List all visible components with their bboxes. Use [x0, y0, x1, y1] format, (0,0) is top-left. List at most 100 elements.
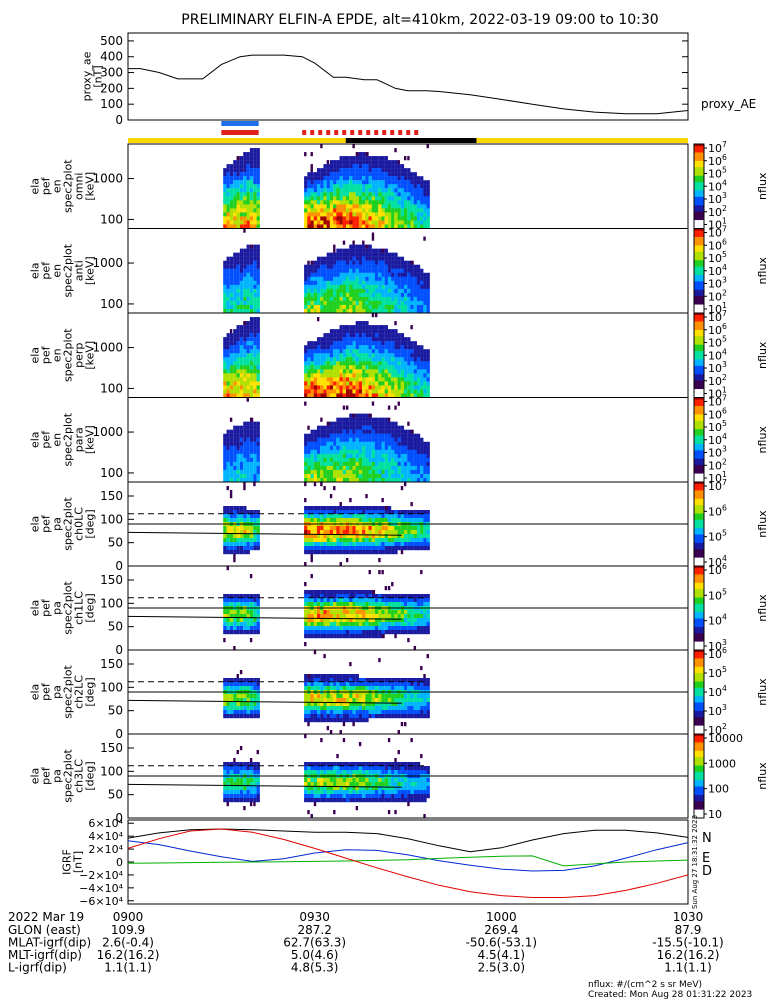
spectrogram-cell [326, 204, 330, 209]
spectrogram-cell [249, 148, 254, 153]
spectrogram-cell [391, 357, 395, 362]
spectrogram-cell [384, 453, 388, 459]
spectrogram-cell [246, 614, 250, 619]
spectrogram-cell [397, 465, 401, 471]
spectrogram-cell [374, 618, 379, 623]
spectrogram-cell [243, 200, 247, 205]
spectrogram-cell [407, 220, 411, 225]
colorbar-segment [694, 319, 704, 323]
spectrogram-cell [403, 288, 408, 294]
y-axis-label-line: proxy_ae [81, 51, 94, 101]
spectrogram-cell [426, 365, 430, 370]
spectrogram-cell [384, 377, 388, 382]
spectrogram-cell [384, 284, 388, 290]
spectrogram-cell [407, 542, 411, 547]
spectrogram-cell [320, 465, 324, 471]
spectrogram-cell [407, 626, 411, 631]
spectrogram-cell [256, 698, 260, 703]
spectrogram-cell [378, 369, 382, 374]
spectrogram-cell [316, 602, 321, 607]
spectrogram-cell [423, 457, 427, 463]
spectrogram-cell [233, 506, 237, 511]
spectrogram-cell [362, 280, 366, 286]
colorbar-segment [694, 266, 704, 270]
spectrogram-cell [256, 317, 260, 322]
spectrogram-cell [256, 614, 260, 619]
spectrogram-cell [391, 353, 395, 358]
spectrogram-cell [345, 164, 350, 169]
spectrogram-cell [349, 445, 353, 450]
spectrogram-cell [256, 449, 260, 455]
spectrogram-cell [358, 473, 363, 479]
spectrogram-cell [320, 482, 323, 487]
spectrogram-cell [223, 437, 227, 442]
spectrogram-cell [307, 260, 310, 265]
spectrogram-cell [336, 308, 340, 314]
spectrogram-cell [307, 377, 311, 382]
spectrogram-cell [342, 300, 347, 306]
spectrogram-cell [304, 288, 308, 294]
spectrogram-cell [394, 252, 398, 257]
spectrogram-cell [387, 433, 392, 438]
spectrogram-cell [243, 425, 247, 430]
spectrogram-cell [378, 465, 382, 471]
spectrogram-cell [381, 341, 385, 346]
colorbar-segment [694, 363, 704, 367]
spectrogram-cell [236, 365, 240, 370]
spectrogram-cell [358, 264, 363, 269]
spectrogram-cell [416, 598, 421, 603]
spectrogram-cell [246, 272, 250, 277]
spectrogram-cell [378, 477, 382, 483]
spectrogram-cell [320, 256, 324, 261]
colorbar-segment [694, 568, 704, 571]
spectrogram-cell [371, 164, 376, 169]
spectrogram-cell [374, 369, 379, 374]
spectrogram-cell [333, 473, 337, 479]
spectrogram-cell [323, 349, 327, 354]
spectrogram-cell [233, 385, 237, 390]
spectrogram-cell [378, 461, 382, 467]
spectrogram-cell [249, 268, 254, 273]
spectrogram-cell [345, 538, 350, 543]
spectrogram-cell [371, 433, 376, 438]
spectrogram-cell [336, 381, 340, 386]
spectrogram-cell [355, 385, 359, 390]
spectrogram-cell [320, 204, 324, 209]
spectrogram-cell [249, 706, 254, 711]
spectrogram-cell [246, 618, 250, 623]
spectrogram-cell [233, 630, 237, 635]
spectrogram-cell [223, 212, 227, 217]
spectrogram-cell [336, 288, 340, 294]
spectrogram-cell [249, 204, 254, 209]
spectrogram-cell [256, 714, 260, 719]
colorbar-segment [694, 152, 704, 156]
spectrogram-cell [345, 518, 350, 523]
spectrogram-cell [391, 292, 395, 298]
spectrogram-cell [358, 152, 363, 157]
spectrogram-cell [320, 192, 324, 197]
spectrogram-cell [378, 381, 382, 386]
spectrogram-cell [416, 389, 421, 394]
spectrogram-cell [307, 220, 311, 225]
spectrogram-cell [381, 300, 385, 306]
spectrogram-cell [403, 510, 408, 515]
spectrogram-cell [333, 622, 337, 627]
spectrogram-cell [374, 333, 379, 338]
colorbar-segment [694, 289, 704, 293]
spectrogram-cell [362, 164, 366, 169]
colorbar-segment [694, 338, 704, 342]
spectrogram-cell [365, 160, 369, 165]
spectrogram-cell [323, 626, 327, 631]
spectrogram-cell [342, 477, 347, 483]
spectrogram-cell [342, 510, 347, 515]
spectrogram-cell [339, 329, 343, 334]
spectrogram-cell [352, 325, 356, 330]
spectrogram-cell [316, 714, 321, 719]
spectrogram-cell [410, 180, 414, 185]
spectrogram-cell [233, 698, 237, 703]
spectrogram-cell [349, 220, 353, 225]
spectrogram-cell [362, 168, 366, 173]
spectrogram-cell [243, 184, 247, 189]
spectrogram-cell [243, 329, 247, 334]
spectrogram-cell [313, 610, 318, 615]
